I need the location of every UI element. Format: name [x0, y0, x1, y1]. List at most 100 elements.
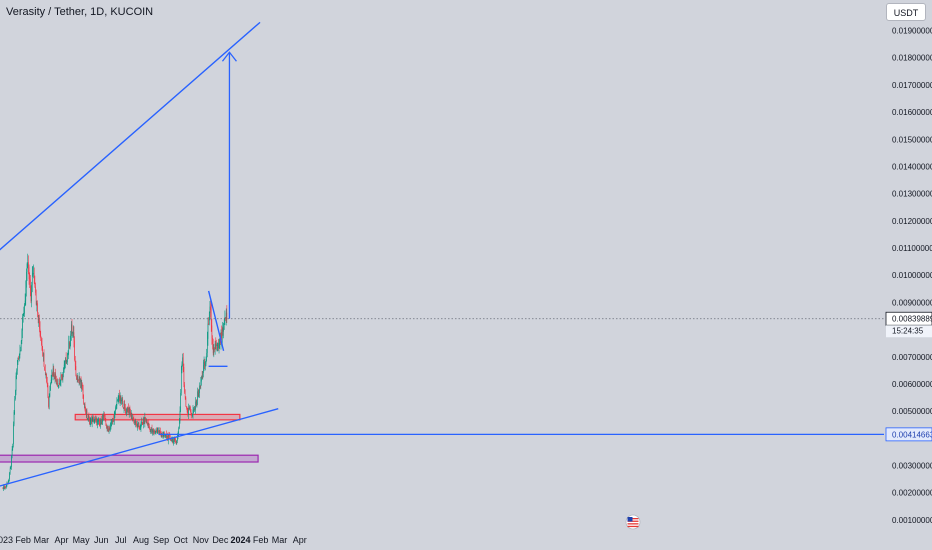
candle — [134, 419, 135, 426]
candle — [147, 419, 148, 427]
candle — [197, 387, 198, 405]
candle — [210, 302, 212, 332]
candle — [90, 417, 92, 426]
candle — [208, 317, 209, 325]
candle — [93, 419, 95, 424]
candle — [212, 335, 213, 350]
candle — [17, 360, 18, 375]
candle — [226, 305, 228, 323]
candle — [201, 370, 203, 380]
candle — [139, 424, 141, 430]
candle — [129, 405, 131, 415]
candle — [98, 417, 99, 425]
candle — [43, 349, 45, 367]
x-tick-label: 2023 — [0, 535, 13, 545]
y-tick-label: 0.01300000 — [892, 190, 932, 199]
candle — [12, 443, 14, 451]
candle — [211, 318, 213, 345]
y-tick-label: 0.00700000 — [892, 353, 932, 362]
candle — [95, 415, 96, 423]
candle — [198, 389, 200, 398]
candle — [33, 264, 34, 279]
target-arrow-head[interactable] — [221, 51, 237, 62]
upper-channel-line[interactable] — [0, 21, 261, 253]
candle — [54, 372, 55, 380]
candle — [202, 371, 204, 380]
candle — [108, 424, 110, 434]
y-tick-label: 0.01200000 — [892, 217, 932, 226]
candle — [153, 428, 154, 435]
candles-layer — [2, 253, 228, 491]
candle — [193, 407, 194, 414]
candle — [171, 436, 173, 443]
candle — [99, 419, 101, 427]
candle — [216, 339, 217, 351]
candle — [50, 382, 51, 391]
candle — [2, 487, 4, 490]
candle — [70, 330, 71, 347]
candle — [13, 421, 14, 448]
candle — [182, 353, 183, 367]
candle — [46, 373, 47, 384]
candle — [79, 376, 81, 385]
candle — [5, 485, 6, 489]
candle — [65, 352, 67, 365]
candle — [44, 364, 46, 376]
candle — [125, 408, 127, 415]
candle — [39, 321, 41, 338]
candle — [38, 314, 40, 327]
candle — [11, 445, 13, 459]
x-tick-label: Apr — [55, 535, 69, 545]
y-tick-label: 0.01700000 — [892, 81, 932, 90]
candle — [204, 358, 206, 370]
candle — [82, 382, 83, 391]
candle — [188, 403, 189, 420]
candle — [43, 352, 44, 362]
level-tag-label: 0.00414663 — [892, 430, 932, 439]
candle — [75, 360, 77, 377]
y-tick-label: 0.00200000 — [892, 489, 932, 498]
candle — [124, 399, 125, 411]
candle — [106, 424, 108, 432]
candle — [64, 360, 66, 370]
candle — [20, 346, 21, 352]
candle — [49, 385, 51, 398]
candle — [225, 308, 227, 326]
candle — [35, 282, 36, 296]
candle — [31, 266, 33, 293]
candle — [102, 413, 103, 425]
pennant-upper-line[interactable] — [207, 290, 225, 351]
x-tick-label: Oct — [174, 535, 189, 545]
candle — [104, 412, 105, 420]
y-tick-label: 0.01600000 — [892, 108, 932, 117]
candle — [28, 255, 29, 275]
us-flag-event-icon[interactable] — [625, 514, 641, 530]
candle — [136, 423, 138, 429]
candle — [24, 293, 26, 307]
candle — [225, 316, 226, 322]
lower-trendline[interactable] — [0, 408, 279, 488]
candle — [29, 272, 30, 289]
candle — [81, 379, 83, 392]
candle — [46, 376, 48, 388]
candle — [176, 439, 178, 446]
x-tick-label: Aug — [133, 535, 149, 545]
candle — [203, 359, 204, 378]
candle — [91, 416, 93, 428]
candle — [57, 378, 58, 388]
candle — [223, 317, 225, 330]
candle — [84, 402, 86, 412]
candle — [22, 313, 24, 323]
x-tick-label: Mar — [34, 535, 50, 545]
candle — [108, 425, 109, 433]
currency-unit-button[interactable]: USDT — [886, 3, 926, 21]
candle — [135, 419, 137, 428]
candle — [123, 407, 124, 410]
y-tick-label: 0.01800000 — [892, 54, 932, 63]
candle — [59, 379, 61, 386]
candle — [175, 437, 176, 443]
candle — [100, 417, 101, 429]
candle — [158, 427, 159, 435]
